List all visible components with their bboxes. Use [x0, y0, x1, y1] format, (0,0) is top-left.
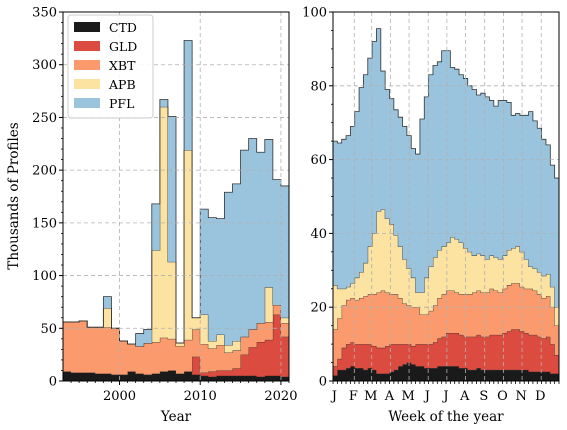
legend-label-gld: GLD [109, 39, 137, 54]
year-xtick-label: 2000 [103, 389, 136, 404]
week-ytick-label: 20 [310, 301, 327, 316]
year-histogram-panel: 0 50 100 150 200 250 300 350 2000 2010 2020 CTD GLD X… [32, 6, 297, 405]
week-series-apb [333, 209, 559, 330]
year-ytick-label: 100 [32, 269, 57, 284]
week-month-label: N [516, 389, 527, 404]
week-month-label: M [364, 389, 377, 404]
left-ylabel: Thousands of Profiles [6, 122, 22, 269]
legend-swatch-gld [74, 41, 100, 51]
legend: CTD GLD XBT APB PFL [67, 14, 154, 119]
week-ytick-label: 40 [310, 227, 327, 242]
week-month-label: J [330, 389, 337, 404]
legend-swatch-xbt [74, 60, 100, 70]
left-xlabel: Year [160, 409, 192, 425]
week-ytick-label: 80 [310, 79, 327, 94]
year-ytick-label: 200 [32, 164, 57, 179]
year-ytick-label: 300 [32, 58, 57, 73]
week-month-label: D [535, 389, 545, 404]
legend-label-pfl: PFL [109, 96, 134, 111]
legend-box [67, 14, 154, 119]
week-month-label: A [384, 389, 395, 404]
week-series-gld [333, 329, 559, 376]
week-ytick-label: 100 [302, 6, 327, 21]
week-month-label: J [423, 389, 430, 404]
legend-swatch-ctd [74, 22, 100, 32]
year-ytick-label: 0 [49, 375, 57, 390]
legend-label-ctd: CTD [109, 20, 137, 35]
legend-label-apb: APB [108, 77, 136, 92]
year-ytick-label: 250 [32, 111, 57, 126]
week-month-label: A [459, 389, 470, 404]
week-ytick-label: 0 [319, 375, 327, 390]
week-month-label: S [479, 389, 488, 404]
year-ytick-label: 350 [32, 6, 57, 21]
year-series-pfl-edge [63, 40, 289, 345]
year-xtick-label: 2020 [264, 389, 297, 404]
week-month-label: O [497, 389, 508, 404]
legend-swatch-apb [74, 79, 100, 89]
week-series-ctd [333, 362, 559, 381]
legend-label-xbt: XBT [109, 58, 136, 73]
legend-swatch-pfl [74, 98, 100, 108]
year-ytick-label: 150 [32, 216, 57, 231]
week-ytick-label: 60 [310, 153, 327, 168]
year-series-gld [63, 314, 289, 377]
week-month-label: J [441, 389, 448, 404]
week-series-pfl-edge [333, 28, 559, 286]
week-series-xbt [333, 283, 559, 367]
week-month-label: M [402, 389, 415, 404]
week-month-label: F [349, 389, 358, 404]
right-xlabel: Week of the year [388, 409, 504, 425]
year-xtick-label: 2010 [184, 389, 217, 404]
year-ytick-label: 50 [40, 322, 57, 337]
